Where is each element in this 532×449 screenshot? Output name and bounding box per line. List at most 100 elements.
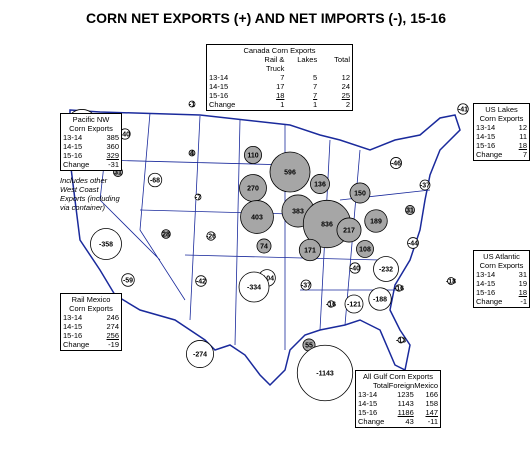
table-row: 14-15 17 7 24 <box>209 82 350 91</box>
bubble <box>296 344 354 402</box>
bubble <box>336 217 362 243</box>
bubble <box>161 229 171 239</box>
bubble-label: -16 <box>326 301 336 308</box>
table-row: 15-16 18 7 25 <box>209 91 350 100</box>
bubble <box>147 172 163 188</box>
bubble-label: 28 <box>162 231 170 238</box>
table-header: Rail & Truck Lakes Total <box>209 55 350 73</box>
row-label: 14-15 <box>476 279 496 288</box>
table-row: 13-14 7 5 12 <box>209 73 350 82</box>
row-label: 14-15 <box>63 142 83 151</box>
cell-value: 17 <box>276 82 285 91</box>
cell-value: 256 <box>106 331 119 340</box>
table-title: Rail Mexico <box>71 295 111 304</box>
bubble <box>364 209 388 233</box>
cell-value: 31 <box>518 270 527 279</box>
row-label: 13-14 <box>63 313 83 322</box>
table-title: US Atlantic <box>483 252 520 261</box>
info-table: Canada Corn Exports Rail & Truck Lakes Tota… <box>206 44 353 111</box>
table-row: 13-14 1235 166 <box>358 390 438 399</box>
bubble-label: -68 <box>150 177 160 184</box>
row-label: Change <box>63 160 90 169</box>
table-row: 14-15 1143 158 <box>358 399 438 408</box>
column-header: Lakes <box>297 55 318 64</box>
title: CORN NET EXPORTS (+) AND NET IMPORTS (-)… <box>85 10 446 26</box>
table-title: Corn Exports <box>69 124 113 133</box>
bubble-label: 217 <box>343 227 355 234</box>
bubble-label: -188 <box>373 296 387 303</box>
row-label: 13-14 <box>209 73 229 82</box>
header-spacer <box>358 381 373 390</box>
table-row: Change 7 <box>476 150 527 159</box>
bubble-label: -358 <box>99 241 113 248</box>
cell-value: 5 <box>313 73 318 82</box>
bubble-label: -42 <box>196 278 206 285</box>
bubble-label: 110 <box>247 152 258 159</box>
bubble <box>327 300 335 308</box>
table-row: Change -1 <box>476 297 527 306</box>
bubble-label: -1 <box>189 101 195 108</box>
table-row: 14-15 274 <box>63 322 119 331</box>
bubble <box>269 151 311 193</box>
table-title: Corn Exports <box>69 304 113 313</box>
bubble-label: -121 <box>347 301 361 308</box>
table-row: 14-15 360 <box>63 142 119 151</box>
cell-value: 7 <box>522 150 527 159</box>
row-label: Change <box>476 150 503 159</box>
bubble-label: 4 <box>190 150 194 157</box>
cell-value: -11 <box>427 417 439 426</box>
bubble-label: -334 <box>247 284 261 291</box>
table-title: All Gulf Corn Exports <box>362 372 434 381</box>
row-label: 15-16 <box>63 331 83 340</box>
row-label: 14-15 <box>63 322 83 331</box>
column-header: Foreign <box>388 381 415 390</box>
info-table: Rail Mexico Corn Exports 13-14 246 14-15 274 1… <box>60 293 122 351</box>
cell-value: 1143 <box>397 399 414 408</box>
table-row: 15-16 1186 147 <box>358 408 438 417</box>
bubble-label: 150 <box>354 190 366 197</box>
table-row: 13-14 31 <box>476 270 527 279</box>
bubble-label: -1143 <box>316 370 334 377</box>
bubble <box>240 200 274 234</box>
column-header: Total <box>334 55 351 64</box>
bubble <box>373 256 399 282</box>
cell-value: -19 <box>108 340 119 349</box>
info-table: Pacific NW Corn Exports 13-14 385 14-15 360 15… <box>60 113 122 171</box>
row-label: 13-14 <box>476 123 496 132</box>
bubble <box>186 340 214 368</box>
bubble-label: 189 <box>370 218 382 225</box>
bubble <box>298 238 322 262</box>
bubble-label: 108 <box>359 246 371 253</box>
table-title: Canada Corn Exports <box>243 46 316 55</box>
bubble <box>195 275 207 287</box>
table-title: US Lakes <box>485 105 518 114</box>
bubble <box>390 157 402 169</box>
cell-value: 147 <box>425 408 439 417</box>
row-label: Change <box>358 417 385 426</box>
bubble-label: 836 <box>321 221 333 228</box>
bubble <box>238 271 270 303</box>
row-label: Change <box>476 297 503 306</box>
bubble <box>310 174 330 194</box>
column-header: Rail & Truck <box>264 55 285 73</box>
table-row: 15-16 18 <box>476 288 527 297</box>
bubble-label: 171 <box>304 247 316 254</box>
row-label: 14-15 <box>476 132 496 141</box>
bubble-label: -7 <box>195 194 201 201</box>
bubble <box>188 100 196 108</box>
cell-value: 43 <box>405 417 414 426</box>
header-spacer <box>209 55 252 73</box>
cell-value: 274 <box>106 322 119 331</box>
cell-value: 7 <box>313 91 318 100</box>
cell-value: 246 <box>106 313 119 322</box>
bubble-label: -37 <box>301 282 311 289</box>
row-label: 14-15 <box>358 399 378 408</box>
cell-value: 1 <box>313 100 318 109</box>
table-row: Change -31 <box>63 160 119 169</box>
bubble-label: -104 <box>260 275 274 282</box>
bubble <box>188 149 196 157</box>
bubble-label: -40 <box>120 131 130 138</box>
cell-value: 7 <box>313 82 318 91</box>
